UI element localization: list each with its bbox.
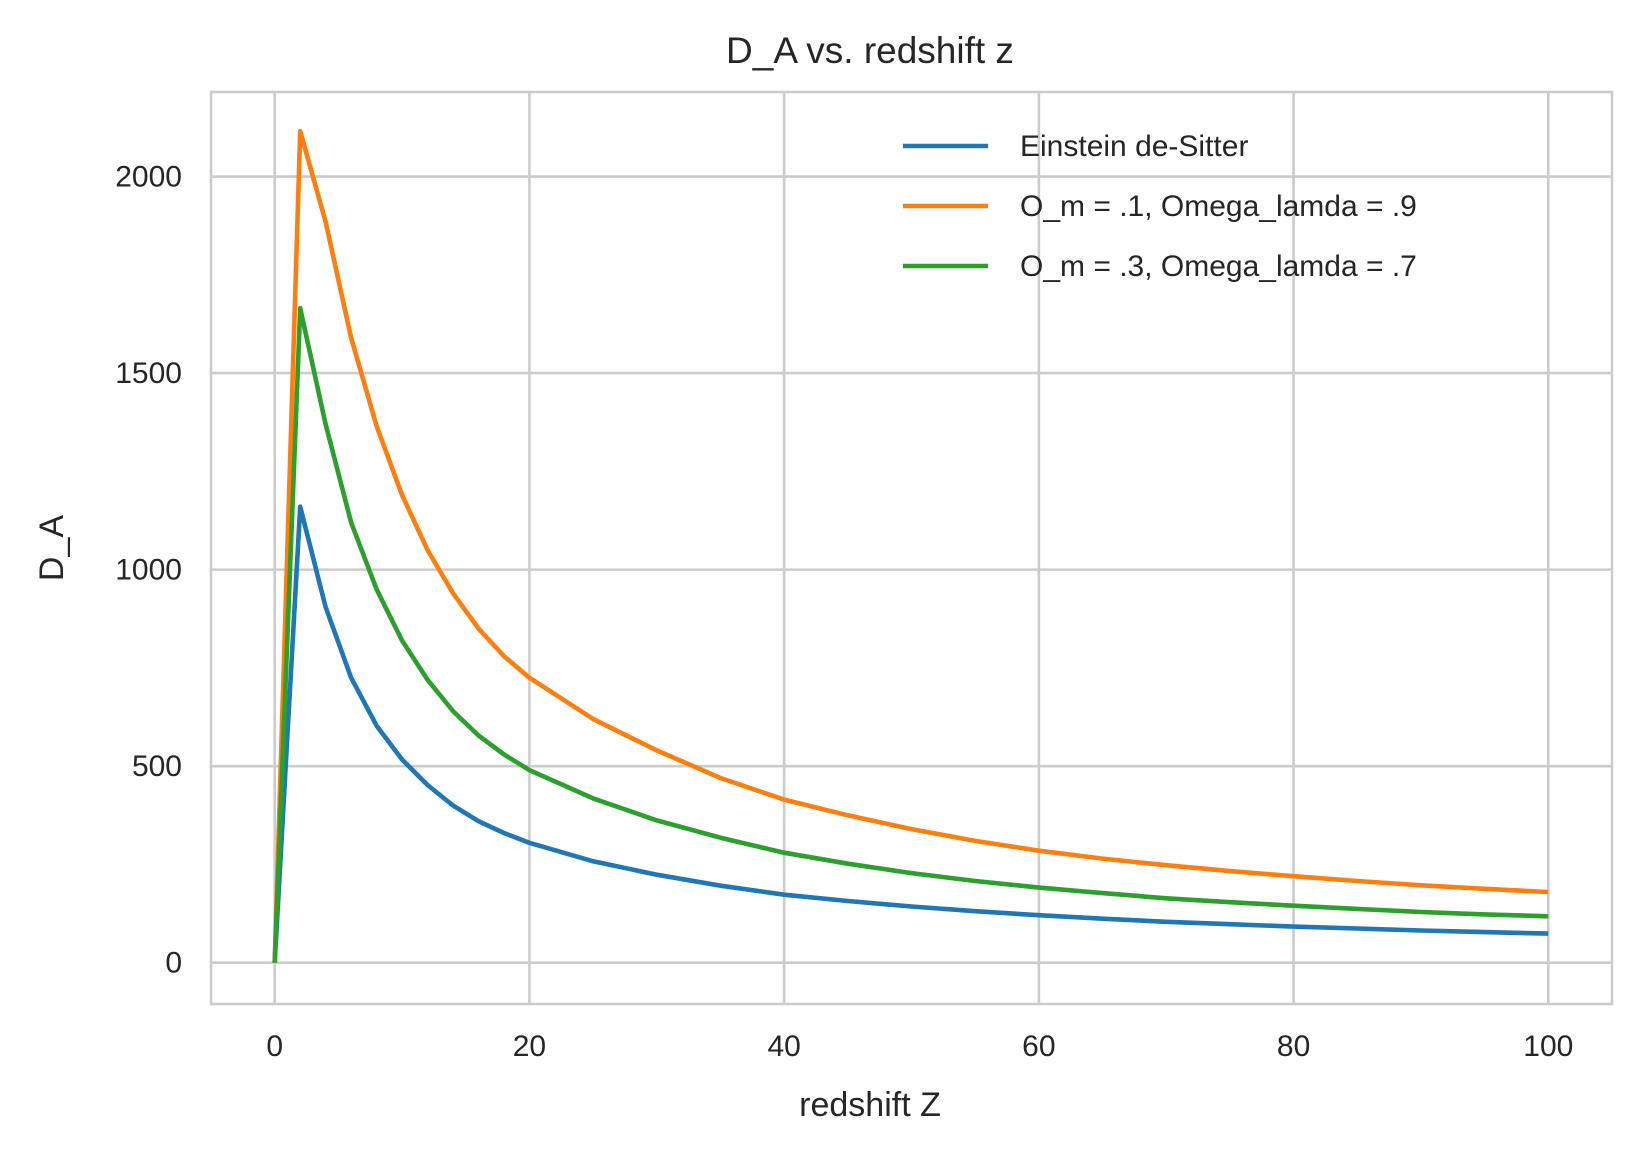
grid-lines — [211, 92, 1612, 1004]
y-tick-label: 2000 — [115, 161, 182, 194]
legend-label: O_m = .1, Omega_lamda = .9 — [1020, 190, 1417, 223]
y-tick-label: 1500 — [115, 357, 182, 390]
y-tick-label: 500 — [132, 750, 182, 783]
legend-label: O_m = .3, Omega_lamda = .7 — [1020, 250, 1417, 283]
y-tick-label: 1000 — [115, 554, 182, 587]
series-line-3 — [272, 305, 1549, 963]
x-tick-label: 60 — [1022, 1030, 1055, 1063]
x-tick-label: 100 — [1523, 1030, 1573, 1063]
x-tick-label: 80 — [1277, 1030, 1310, 1063]
chart-title: D_A vs. redshift z — [726, 30, 1014, 71]
x-tick-label: 0 — [266, 1030, 283, 1063]
series-line-2 — [272, 129, 1549, 963]
x-tick-label: 20 — [513, 1030, 546, 1063]
legend-label: Einstein de-Sitter — [1020, 130, 1248, 163]
y-tick-label: 0 — [165, 947, 182, 980]
x-tick-label: 40 — [767, 1030, 800, 1063]
x-axis-label: redshift Z — [799, 1086, 941, 1124]
y-axis-label: D_A — [33, 515, 71, 581]
series-line-1 — [272, 504, 1549, 963]
plot-frame — [209, 90, 1614, 1006]
legend: Einstein de-Sitter O_m = .1, Omega_lamda … — [903, 130, 1417, 283]
series-layer — [272, 129, 1549, 963]
